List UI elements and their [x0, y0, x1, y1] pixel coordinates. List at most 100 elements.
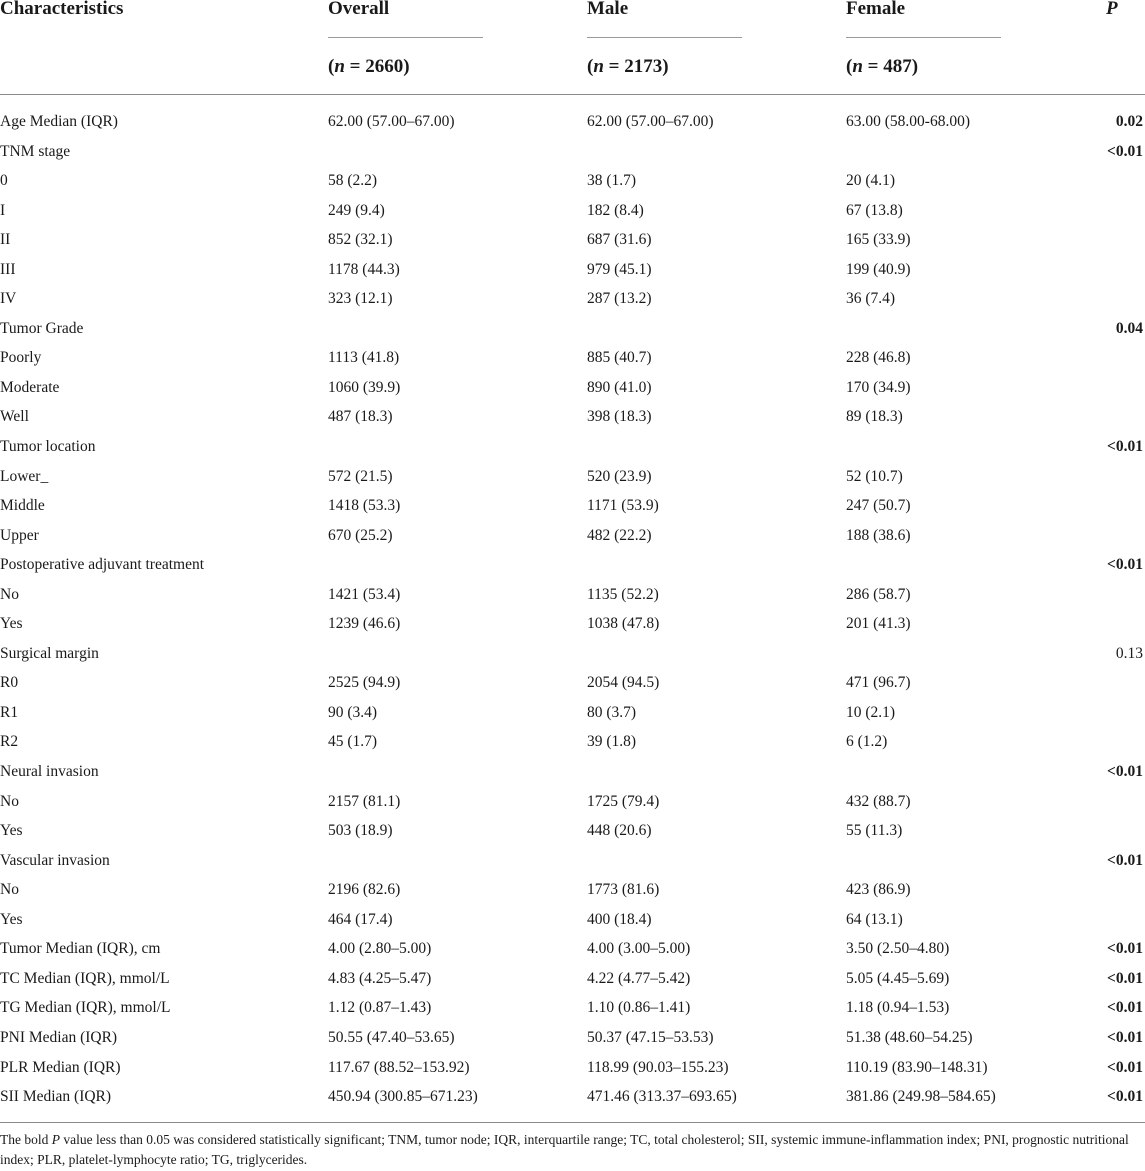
p-value-cell: <0.01	[1107, 763, 1143, 781]
overall-cell: 1113 (41.8)	[328, 349, 400, 367]
column-header-characteristics: Characteristics	[0, 0, 124, 19]
table-row: Vascular invasion <0.01	[0, 846, 1145, 876]
female-cell: 165 (33.9)	[846, 231, 911, 249]
footnote-part1: The bold	[0, 1132, 52, 1147]
row-label: No	[0, 585, 19, 603]
overall-cell: 50.55 (47.40–53.65)	[328, 1028, 455, 1046]
overall-cell: 852 (32.1)	[328, 231, 393, 249]
female-cell: 20 (4.1)	[846, 172, 896, 190]
male-cell: 1038 (47.8)	[587, 615, 660, 633]
row-label: TG Median (IQR), mmol/L	[0, 999, 171, 1017]
male-cell: 471.46 (313.37–693.65)	[587, 1088, 737, 1106]
female-cell: 36 (7.4)	[846, 290, 896, 308]
overall-cell: 4.83 (4.25–5.47)	[328, 969, 432, 987]
overall-cell: 45 (1.7)	[328, 733, 378, 751]
overall-cell: 487 (18.3)	[328, 408, 393, 426]
row-label: Vascular invasion	[0, 851, 110, 869]
female-n-value: 487	[883, 56, 912, 77]
row-label: PNI Median (IQR)	[0, 1028, 118, 1046]
row-label: TNM stage	[0, 142, 71, 160]
table-row: Tumor Median (IQR), cm 4.00 (2.80–5.00) 4.…	[0, 934, 1145, 964]
overall-cell: 1060 (39.9)	[328, 378, 401, 396]
overall-cell: 464 (17.4)	[328, 910, 393, 928]
male-cell: 80 (3.7)	[587, 703, 637, 721]
p-value-cell: <0.01	[1107, 940, 1143, 958]
male-cell: 448 (20.6)	[587, 822, 652, 840]
female-cell: 247 (50.7)	[846, 497, 911, 515]
table-row: R2 45 (1.7) 39 (1.8) 6 (1.2)	[0, 727, 1145, 757]
female-cell: 52 (10.7)	[846, 467, 903, 485]
table-row: R0 2525 (94.9) 2054 (94.5) 471 (96.7)	[0, 668, 1145, 698]
row-label: Age Median (IQR)	[0, 113, 118, 130]
table-row: Well 487 (18.3) 398 (18.3) 89 (18.3)	[0, 402, 1145, 432]
table-row: Upper 670 (25.2) 482 (22.2) 188 (38.6)	[0, 521, 1145, 551]
table-row: Middle 1418 (53.3) 1171 (53.9) 247 (50.7)	[0, 491, 1145, 521]
table-row: III 1178 (44.3) 979 (45.1) 199 (40.9)	[0, 255, 1145, 285]
row-label: I	[0, 201, 6, 219]
table-row: Lower_ 572 (21.5) 520 (23.9) 52 (10.7)	[0, 462, 1145, 492]
p-value-cell: <0.01	[1107, 1028, 1143, 1046]
overall-cell: 572 (21.5)	[328, 467, 393, 485]
p-value-cell: 0.02	[1115, 113, 1143, 130]
p-value-cell: 0.13	[1115, 644, 1143, 662]
table-row: No 2196 (82.6) 1773 (81.6) 423 (86.9)	[0, 875, 1145, 905]
table-row: PLR Median (IQR) 117.67 (88.52–153.92) 118…	[0, 1053, 1145, 1083]
row-label: PLR Median (IQR)	[0, 1058, 121, 1076]
row-label: Neural invasion	[0, 763, 99, 781]
overall-cell: 670 (25.2)	[328, 526, 393, 544]
row-label: Moderate	[0, 378, 60, 396]
table-row: Tumor location <0.01	[0, 432, 1145, 462]
female-n-label: (n = 487)	[846, 56, 919, 77]
male-cell: 62.00 (57.00–67.00)	[587, 113, 714, 130]
row-label: TC Median (IQR), mmol/L	[0, 969, 170, 987]
row-label: II	[0, 231, 11, 249]
male-cell: 890 (41.0)	[587, 378, 652, 396]
male-cell: 1773 (81.6)	[587, 881, 660, 899]
row-label: Tumor Median (IQR), cm	[0, 940, 161, 958]
p-value-cell: 0.04	[1115, 319, 1143, 337]
table-row: Surgical margin 0.13	[0, 639, 1145, 669]
female-cell: 55 (11.3)	[846, 822, 903, 840]
overall-cell: 2157 (81.1)	[328, 792, 401, 810]
male-cell: 400 (18.4)	[587, 910, 652, 928]
row-label: R2	[0, 733, 19, 751]
p-value-cell: <0.01	[1107, 969, 1143, 987]
table-footnote: The bold P value less than 0.05 was cons…	[0, 1130, 1140, 1170]
table-row: Yes 503 (18.9) 448 (20.6) 55 (11.3)	[0, 816, 1145, 846]
row-label: R1	[0, 703, 19, 721]
male-cell: 4.00 (3.00–5.00)	[587, 940, 691, 958]
overall-cell: 450.94 (300.85–671.23)	[328, 1088, 478, 1106]
female-cell: 381.86 (249.98–584.65)	[846, 1088, 996, 1106]
male-cell: 1135 (52.2)	[587, 585, 659, 603]
row-label: Upper	[0, 526, 39, 544]
p-value-cell: <0.01	[1107, 1058, 1143, 1076]
male-cell: 482 (22.2)	[587, 526, 652, 544]
column-header-p: P	[1106, 0, 1118, 19]
row-label: R0	[0, 674, 19, 692]
overall-header-underline	[328, 37, 483, 38]
row-label: Surgical margin	[0, 644, 99, 662]
female-cell: 6 (1.2)	[846, 733, 888, 751]
table-row: II 852 (32.1) 687 (31.6) 165 (33.9)	[0, 225, 1145, 255]
male-cell: 39 (1.8)	[587, 733, 637, 751]
female-cell: 64 (13.1)	[846, 910, 903, 928]
overall-cell: 249 (9.4)	[328, 201, 385, 219]
p-value-cell: <0.01	[1107, 142, 1143, 160]
row-label: Well	[0, 408, 29, 426]
female-cell: 432 (88.7)	[846, 792, 911, 810]
table-row: SII Median (IQR) 450.94 (300.85–671.23) 47…	[0, 1082, 1145, 1112]
overall-cell: 62.00 (57.00–67.00)	[328, 113, 455, 130]
row-label: Poorly	[0, 349, 42, 367]
female-cell: 51.38 (48.60–54.25)	[846, 1028, 973, 1046]
female-cell: 188 (38.6)	[846, 526, 911, 544]
table-row: TNM stage <0.01	[0, 137, 1145, 167]
header-bottom-rule	[0, 94, 1145, 95]
table-row: Moderate 1060 (39.9) 890 (41.0) 170 (34.9)	[0, 373, 1145, 403]
table-row: PNI Median (IQR) 50.55 (47.40–53.65) 50.37…	[0, 1023, 1145, 1053]
male-cell: 1.10 (0.86–1.41)	[587, 999, 691, 1017]
footnote-p-italic: P	[51, 1132, 60, 1147]
row-label: SII Median (IQR)	[0, 1088, 112, 1106]
male-cell: 50.37 (47.15–53.53)	[587, 1028, 714, 1046]
female-cell: 5.05 (4.45–5.69)	[846, 969, 950, 987]
table-row: Age Median (IQR) 62.00 (57.00–67.00) 62.00…	[0, 107, 1145, 137]
